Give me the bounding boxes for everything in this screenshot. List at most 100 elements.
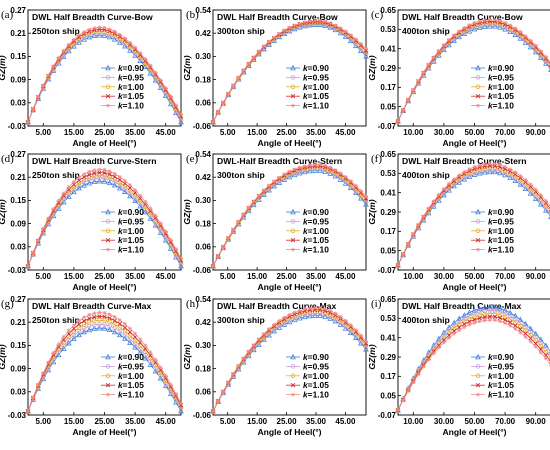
legend-k: k — [303, 216, 308, 226]
data-point — [523, 178, 528, 182]
data-point — [282, 315, 287, 320]
data-point — [411, 380, 416, 385]
x-tick-label: 25.00 — [94, 272, 115, 281]
data-point — [308, 306, 312, 311]
panel-label: (d) — [1, 153, 14, 165]
x-tick-label: 35.00 — [125, 272, 146, 281]
legend-value: =1.10 — [493, 245, 515, 255]
data-point — [446, 41, 452, 46]
data-point — [457, 29, 462, 34]
data-point — [353, 37, 358, 42]
data-point — [178, 261, 184, 267]
legend-marker — [476, 103, 480, 108]
legend-marker — [106, 392, 110, 397]
data-point — [257, 49, 261, 54]
legend-entry: k=0.95 — [101, 216, 144, 226]
data-point — [92, 314, 97, 320]
data-point — [363, 200, 369, 205]
data-point — [277, 318, 282, 323]
y-tick-label: 0.41 — [380, 44, 396, 53]
data-point — [532, 330, 539, 337]
series-line — [211, 305, 368, 414]
y-tick-label: 0.09 — [10, 364, 26, 373]
legend-entry: k=1.05 — [286, 91, 329, 101]
data-point — [46, 360, 51, 365]
data-point — [497, 312, 503, 318]
legend-marker — [291, 103, 295, 108]
data-point — [143, 57, 148, 61]
y-tick-label: 0.17 — [380, 372, 396, 381]
data-point — [132, 197, 138, 204]
data-point — [348, 179, 353, 183]
legend-label: k=0.90 — [488, 207, 514, 217]
series-path — [212, 168, 367, 267]
data-point — [533, 341, 538, 346]
legend-k: k — [118, 371, 123, 381]
x-tick-label: 5.00 — [220, 128, 236, 137]
legend-k: k — [303, 226, 308, 236]
legend-k: k — [118, 91, 123, 101]
data-point — [148, 350, 153, 355]
data-point — [533, 187, 538, 192]
legend-marker — [105, 208, 111, 215]
data-point — [548, 212, 550, 217]
y-tick-label: 0.41 — [380, 333, 396, 342]
data-point — [297, 308, 302, 313]
legend-value: =1.05 — [123, 380, 145, 390]
data-point — [348, 323, 353, 327]
data-point — [51, 64, 56, 68]
legend-value: =1.00 — [123, 226, 145, 236]
data-point — [128, 183, 132, 187]
series-path — [27, 30, 182, 123]
x-axis-label: Angle of Heel(°) — [442, 282, 506, 292]
legend-entry: k=1.00 — [471, 371, 514, 381]
legend-marker — [291, 247, 295, 252]
data-point — [127, 188, 133, 193]
x-tick-label: 35.00 — [125, 128, 146, 137]
x-tick-label: 35.00 — [306, 128, 327, 137]
x-tick-label: 70.00 — [495, 417, 516, 426]
data-point — [461, 312, 468, 318]
data-point — [518, 327, 523, 332]
data-point — [467, 167, 472, 171]
plot-frame — [212, 9, 367, 127]
data-point — [323, 306, 328, 311]
data-point — [313, 18, 317, 23]
y-tick-label: 0.05 — [380, 391, 396, 400]
data-point — [107, 172, 112, 177]
data-point — [76, 331, 82, 338]
data-point — [76, 322, 82, 327]
data-point — [513, 170, 518, 175]
legend-label: k=0.95 — [118, 72, 144, 82]
panel-label: (g) — [1, 298, 14, 310]
legend-label: k=1.00 — [118, 226, 144, 236]
legend-k: k — [118, 216, 123, 226]
data-point — [302, 164, 307, 169]
data-point — [363, 345, 369, 350]
data-point — [502, 314, 508, 319]
data-point — [87, 312, 92, 317]
panel-label: (i) — [371, 298, 382, 310]
data-point — [101, 178, 108, 184]
data-point — [462, 25, 467, 30]
data-point — [522, 320, 529, 327]
y-tick-label: 0.05 — [380, 246, 396, 255]
legend-label: k=1.10 — [118, 101, 144, 111]
legend-entry: k=1.05 — [286, 380, 329, 390]
legend-marker — [105, 364, 111, 369]
x-tick-label: 15.00 — [247, 272, 268, 281]
y-tick-label: 0.17 — [380, 227, 396, 236]
data-point — [241, 68, 246, 73]
legend-entry: k=1.00 — [101, 226, 144, 236]
panel-label: (h) — [186, 298, 199, 310]
data-point — [127, 190, 133, 196]
data-point — [158, 78, 163, 82]
panel-title: DWL Half Breadth Curve-Bow — [32, 12, 153, 22]
data-point — [507, 320, 513, 325]
legend-entry: k=1.10 — [471, 101, 514, 111]
data-point — [86, 177, 92, 183]
legend-label: k=1.10 — [303, 245, 329, 255]
legend-entry: k=0.95 — [286, 216, 329, 226]
data-point — [328, 308, 333, 313]
data-point — [497, 305, 503, 311]
